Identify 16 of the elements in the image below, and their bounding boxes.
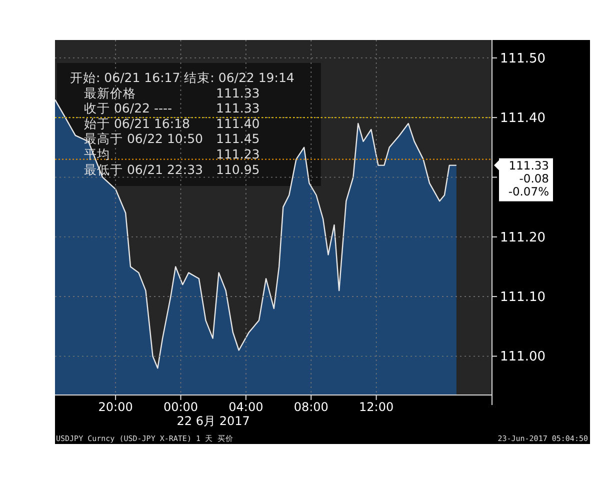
text: 始于 06/21 16:18 111.40 <box>84 116 260 131</box>
x-tick-label: 12:00 <box>359 400 394 414</box>
text: 最新价格 111.33 <box>84 85 260 100</box>
x-tick-label: 20:00 <box>98 400 133 414</box>
ytick: 111.10 <box>500 290 546 306</box>
x-tick-label: 00:00 <box>163 400 198 414</box>
ytick: 111.50 <box>500 51 546 66</box>
ytick: 111.20 <box>500 230 546 246</box>
ytick: 111.40 <box>500 111 546 126</box>
ytick: 111.00 <box>500 350 546 365</box>
x-axis-title: 22 6月 2017 <box>176 414 250 428</box>
x-tick-label: 08:00 <box>294 400 328 414</box>
text: 收于 06/22 ---- 111.33 <box>84 100 260 116</box>
annotation: 开始: 06/21 16:17 结束: 06/22 19:14 <box>70 70 294 85</box>
x-tick-label: 04:00 <box>228 400 264 414</box>
annotation: 最高于 06/22 10:50 111.45 <box>84 131 260 146</box>
